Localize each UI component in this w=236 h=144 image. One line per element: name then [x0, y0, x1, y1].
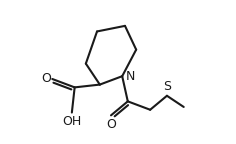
Text: O: O	[41, 72, 51, 86]
Text: S: S	[163, 80, 171, 93]
Text: OH: OH	[62, 115, 81, 128]
Text: O: O	[106, 118, 116, 131]
Text: N: N	[126, 70, 135, 83]
